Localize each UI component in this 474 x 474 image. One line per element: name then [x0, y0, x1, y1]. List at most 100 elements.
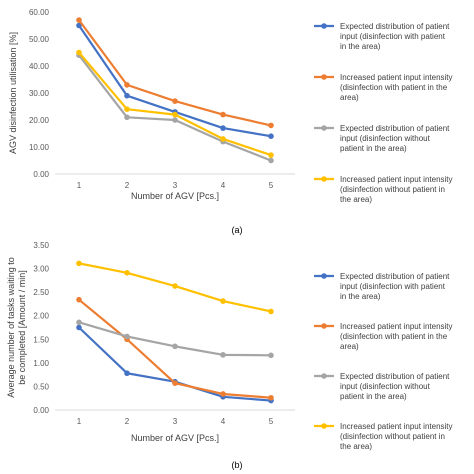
- x-tick-label: 3: [173, 181, 178, 190]
- y-axis-title: Average number of tasks waiting tobe com…: [6, 257, 27, 397]
- data-point: [220, 125, 226, 131]
- y-axis-title: AGV disinfection utilisation [%]: [8, 32, 18, 154]
- data-point: [268, 157, 274, 164]
- x-tick-label: 5: [269, 417, 274, 426]
- x-axis-title: Number of AGV [Pcs.]: [131, 191, 219, 201]
- y-tick-label: 2.50: [33, 288, 49, 297]
- x-tick-label: 2: [125, 417, 130, 426]
- y-tick-label: 1.50: [33, 335, 49, 344]
- legend-label-line: input (disinfection without: [340, 134, 431, 143]
- y-tick-label: 2.00: [33, 312, 49, 321]
- data-point: [220, 111, 226, 118]
- legend-label-line: Expected distribution of patient: [340, 272, 450, 281]
- y-tick-label: 0.00: [33, 170, 49, 179]
- legend-label-line: patient in the area): [340, 144, 407, 153]
- data-point: [268, 133, 274, 139]
- legend-label-line: Increased patient input intensity: [340, 175, 453, 184]
- legend-marker: [321, 273, 327, 279]
- legend-label: Expected distribution of patient input (d…: [340, 372, 450, 401]
- legend-marker: [321, 74, 327, 80]
- legend-label-line: (disinfection without patient in: [340, 432, 445, 441]
- y-axis-title-line: AGV disinfection utilisation [%]: [8, 32, 18, 154]
- data-point: [220, 136, 226, 142]
- x-tick-label: 5: [269, 181, 274, 190]
- legend-label-line: Increased patient input intensity: [340, 322, 453, 331]
- data-point: [268, 122, 274, 129]
- y-tick-label: 20.00: [29, 116, 50, 125]
- legend-label-line: area): [340, 93, 359, 102]
- legend-label-line: input (disinfection with patient: [340, 32, 446, 41]
- data-point: [76, 17, 82, 23]
- legend-label-line: the area): [340, 442, 372, 451]
- data-point: [124, 270, 130, 276]
- y-tick-label: 40.00: [29, 62, 50, 71]
- data-point: [76, 260, 82, 267]
- legend-marker: [321, 176, 327, 182]
- figure-caption: (b): [232, 460, 243, 470]
- x-tick-label: 4: [221, 181, 226, 190]
- legend-label-line: area): [340, 342, 359, 351]
- data-point: [124, 333, 130, 340]
- legend-label: Increased patient input intensity (disinf…: [340, 73, 453, 102]
- data-point: [124, 106, 130, 112]
- legend-label: Increased patient input intensity (disinf…: [340, 322, 453, 351]
- legend-label-line: in the area): [340, 42, 381, 51]
- data-point: [220, 352, 226, 358]
- data-point: [268, 152, 274, 158]
- data-point: [268, 308, 274, 315]
- data-point: [76, 324, 82, 331]
- data-point: [124, 92, 130, 99]
- data-point: [220, 298, 226, 304]
- chart-a: 0.00 10.00 20.00 30.00 40.00 50.00 60.00 1 2 3 4 5 N…: [8, 8, 453, 235]
- data-point: [268, 394, 274, 401]
- data-point: [220, 391, 226, 397]
- legend-label: Expected distribution of patient input (d…: [340, 22, 450, 51]
- data-point: [124, 114, 130, 121]
- series-line: [78, 326, 272, 402]
- legend-label-line: the area): [340, 195, 372, 204]
- legend-label-line: Expected distribution of patient: [340, 372, 450, 381]
- legend-label-line: in the area): [340, 292, 381, 301]
- legend-label-line: input (disinfection without: [340, 382, 431, 391]
- x-tick-label: 1: [77, 181, 82, 190]
- x-tick-label: 4: [221, 417, 226, 426]
- y-tick-label: 0.00: [33, 406, 49, 415]
- x-tick-label: 3: [173, 417, 178, 426]
- legend-label-line: Expected distribution of patient: [340, 22, 450, 31]
- y-tick-label: 10.00: [29, 143, 50, 152]
- x-axis-title: Number of AGV [Pcs.]: [131, 433, 219, 443]
- legend-label-line: input (disinfection with patient: [340, 282, 446, 291]
- data-point: [268, 352, 274, 359]
- legend-marker: [321, 423, 327, 429]
- x-tick-label: 1: [77, 417, 82, 426]
- data-point: [76, 296, 82, 303]
- legend-label: Increased patient input intensity (disinf…: [340, 422, 453, 451]
- y-tick-label: 60.00: [29, 8, 50, 17]
- legend-marker: [321, 125, 327, 131]
- legend-label-line: (disinfection with patient in the: [340, 83, 448, 92]
- data-point: [124, 370, 130, 377]
- data-point: [76, 22, 82, 29]
- y-tick-label: 3.00: [33, 265, 49, 274]
- data-point: [76, 49, 82, 56]
- y-tick-label: 50.00: [29, 35, 50, 44]
- figure-caption: (a): [232, 225, 243, 235]
- legend-label-line: (disinfection without patient in: [340, 185, 445, 194]
- data-point: [172, 111, 178, 118]
- data-point: [172, 283, 178, 289]
- y-tick-label: 3.50: [33, 241, 49, 250]
- legend-label-line: Increased patient input intensity: [340, 422, 453, 431]
- y-axis-title-line: Average number of tasks waiting to: [6, 257, 16, 397]
- legend-label-line: (disinfection with patient in the: [340, 332, 448, 341]
- y-axis-title-line: be completed [Amount / min]: [17, 270, 27, 385]
- legend-marker: [321, 373, 327, 379]
- y-tick-label: 1.00: [33, 359, 49, 368]
- legend-label: Expected distribution of patient input (d…: [340, 272, 450, 301]
- series-line: [78, 321, 272, 357]
- chart-b: 0.00 0.50 1.00 1.50 2.00 2.50 3.00 3.50 1 2 3 4 5 Num…: [6, 241, 453, 470]
- legend-label-line: Expected distribution of patient: [340, 124, 450, 133]
- legend-label-line: Increased patient input intensity: [340, 73, 453, 82]
- data-point: [172, 380, 178, 386]
- legend-label-line: patient in the area): [340, 392, 407, 401]
- x-tick-label: 2: [125, 181, 130, 190]
